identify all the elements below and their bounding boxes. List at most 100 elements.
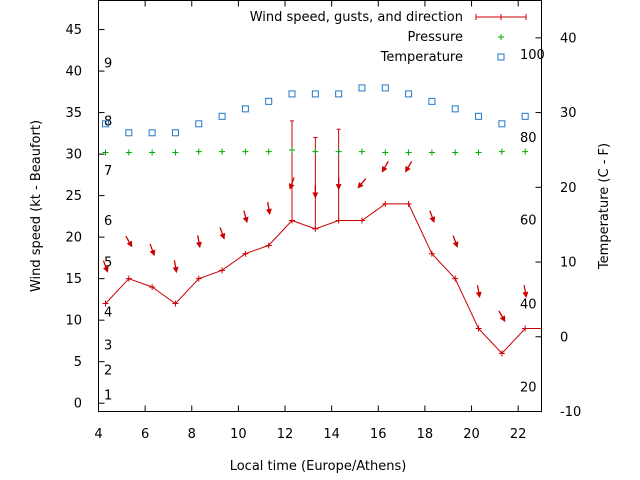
y-tick-label: 5 [74,355,82,370]
temperature-point [171,129,179,137]
wind-speed-point [149,283,156,290]
pressure-point [149,149,156,156]
fahrenheit-label: 40 [520,297,537,312]
pressure-point [522,148,529,155]
beaufort-label: 1 [104,388,112,403]
pressure-point [382,149,389,156]
y2-tick-labels: -10 0 10 20 30 40 [560,31,581,420]
temperature-point [311,90,319,98]
x-tick-label: 22 [510,427,527,442]
y2-axis-title: Temperature (C - F) [597,143,612,270]
wind-speed-point [102,300,109,307]
wind-speed-point [475,325,482,332]
y-axis-title: Wind speed (kt - Beaufort) [29,120,44,292]
legend-label-wind: Wind speed, gusts, and direction [250,10,463,25]
wind-direction-arrow [242,210,249,224]
wind-speed-point [195,275,202,282]
pressure-point [475,149,482,156]
pressure-point [219,148,226,155]
wind-speed-point [428,250,435,257]
temperature-point [498,120,506,128]
wind-direction-arrow [149,243,156,257]
pressure-point [172,149,179,156]
temperature-point [335,90,343,98]
legend-sample-temperature [497,53,505,61]
wind-direction-arrow [522,285,529,298]
wind-speed-point [498,350,505,357]
wind-direction-arrow [335,177,342,191]
fahrenheit-label: 60 [520,214,537,229]
pressure-point [289,146,296,153]
plot-frame [98,0,542,412]
fahrenheit-label: 80 [520,131,537,146]
legend-sample-pressure [498,34,504,40]
temperature-point [125,129,133,137]
wind-direction-arrow [195,235,202,249]
y-tick-label: 15 [65,272,82,287]
pressure-point [265,148,272,155]
x-tick-label: 20 [463,427,480,442]
beaufort-label: 9 [104,56,112,71]
x-tick-label: 10 [230,427,247,442]
y2-tick-label: 10 [560,256,577,271]
temperature-point [148,129,156,137]
x-axis-title: Local time (Europe/Athens) [230,459,407,474]
pressure-point [358,148,365,155]
x-tick-label: 6 [141,427,149,442]
temperature-point [381,84,389,92]
y2-tick-label: 30 [560,106,577,121]
wind-speed-point [219,267,226,274]
temperature-point [358,84,366,92]
y2-tick-label: 40 [560,31,577,46]
wind-direction-arrow [102,260,109,273]
pressure-point [195,148,202,155]
pressure-point [102,149,109,156]
wind-direction-arrow [125,235,133,248]
x-tick-label: 16 [370,427,387,442]
wind-direction-arrow [381,161,389,173]
x-tick-label: 18 [417,427,434,442]
wind-direction-arrow [498,310,506,323]
x-tick-label: 8 [188,427,196,442]
beaufort-label: 7 [104,164,112,179]
wind-speed-point [242,250,249,257]
y-tick-label: 40 [65,65,82,80]
temperature-point [405,90,413,98]
pressure-point [405,149,412,156]
wind-direction-arrow [172,260,179,274]
wind-direction-arrow [357,178,367,189]
pressure-point [428,149,435,156]
y-tick-label: 25 [65,189,82,204]
legend-label-temperature: Temperature [380,50,463,65]
y-tick-labels: 0 5 10 15 20 25 30 35 40 45 [65,23,82,412]
pressure-point [242,148,249,155]
temperature-point [288,90,296,98]
beaufort-label: 3 [104,339,112,354]
wind-speed-point [125,275,132,282]
legend-label-pressure: Pressure [407,30,463,45]
temperature-point [451,105,459,113]
y-tick-label: 10 [65,314,82,329]
beaufort-label: 2 [104,363,112,378]
y-tick-label: 0 [74,397,82,412]
chart-marks [101,84,542,357]
x-tick-label: 4 [94,427,102,442]
wind-speed-point [265,242,272,249]
wind-speed-point [452,275,459,282]
y2-tick-label: 0 [560,330,568,345]
temperature-point [241,105,249,113]
x-tick-labels: 4 6 8 10 12 14 16 18 20 22 [94,427,526,442]
temperature-point [195,120,203,128]
y2-tick-label: 20 [560,181,577,196]
wind-direction-arrow [312,185,319,199]
wind-direction-arrow [288,177,295,190]
beaufort-label: 4 [104,305,112,320]
beaufort-label: 6 [104,214,112,229]
pressure-point [312,148,319,155]
x-tick-label: 12 [277,427,294,442]
temperature-point [475,112,483,120]
wind-direction-arrow [452,235,459,248]
ticks [98,0,542,412]
